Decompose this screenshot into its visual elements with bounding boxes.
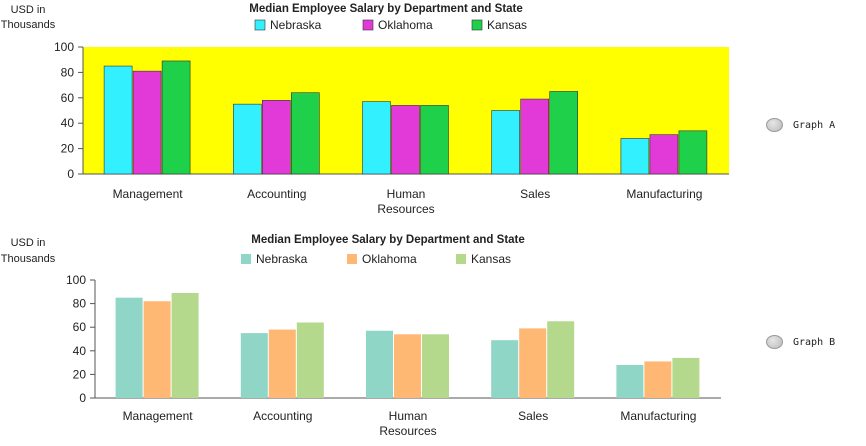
- y-tick-label: 80: [61, 65, 75, 79]
- bar: [678, 130, 708, 175]
- y-axis-label: Thousands: [1, 19, 56, 31]
- bar: [268, 329, 296, 398]
- x-tick-label: Accounting: [253, 409, 312, 423]
- bar: [290, 92, 320, 175]
- legend-label: Oklahoma: [378, 18, 433, 32]
- x-tick-label: Accounting: [247, 187, 306, 201]
- x-tick-label: Manufacturing: [626, 187, 702, 201]
- bar: [161, 60, 191, 175]
- legend-label: Nebraska: [256, 252, 308, 266]
- y-tick-label: 20: [73, 367, 87, 381]
- legend-swatch: [241, 254, 251, 264]
- y-tick-label: 100: [66, 273, 86, 287]
- bar: [644, 361, 672, 398]
- legend-swatch: [362, 19, 374, 31]
- x-tick-label: Resources: [377, 202, 434, 216]
- y-axis-label: USD in: [11, 237, 46, 249]
- y-tick-label: 100: [54, 40, 74, 54]
- bar: [233, 103, 262, 175]
- chart-title: Median Employee Salary by Department and…: [251, 234, 525, 246]
- bar: [422, 334, 449, 398]
- bar: [549, 91, 579, 175]
- legend-swatch: [471, 19, 483, 31]
- x-tick-label: Resources: [379, 424, 436, 438]
- x-tick-label: Management: [113, 187, 184, 201]
- bar: [394, 334, 421, 398]
- bar: [616, 364, 644, 398]
- legend-swatch: [254, 19, 266, 31]
- y-tick-label: 0: [67, 167, 74, 181]
- option-graph-a[interactable]: Graph A: [766, 118, 835, 132]
- bar: [171, 292, 199, 398]
- legend-label: Nebraska: [270, 18, 322, 32]
- x-tick-label: Sales: [520, 187, 550, 201]
- y-axis-label: USD in: [11, 4, 46, 16]
- y-tick-label: 60: [61, 91, 75, 105]
- chart-title: Median Employee Salary by Department and…: [249, 3, 523, 15]
- x-tick-label: Human: [389, 409, 428, 423]
- x-tick-label: Human: [387, 187, 426, 201]
- legend-label: Kansas: [471, 252, 511, 266]
- bar: [366, 330, 393, 398]
- bar: [420, 105, 449, 175]
- y-tick-label: 20: [61, 142, 75, 156]
- y-tick-label: 40: [73, 344, 87, 358]
- radio-button-icon[interactable]: [766, 335, 783, 349]
- y-tick-label: 80: [73, 297, 87, 311]
- y-axis-label: Thousands: [1, 253, 56, 265]
- bar: [240, 333, 268, 398]
- bar: [491, 340, 519, 398]
- radio-button-icon[interactable]: [766, 118, 783, 132]
- bar: [391, 105, 420, 175]
- bar: [491, 110, 521, 175]
- x-tick-label: Management: [123, 409, 194, 423]
- bar: [115, 297, 143, 398]
- x-tick-label: Manufacturing: [620, 409, 696, 423]
- bar: [296, 322, 324, 398]
- x-tick-label: Sales: [518, 409, 548, 423]
- bar: [103, 65, 133, 175]
- option-graph-b[interactable]: Graph B: [766, 335, 835, 349]
- option-label: Graph B: [793, 336, 836, 348]
- option-label: Graph A: [793, 119, 836, 131]
- bar: [132, 70, 162, 175]
- legend-swatch: [347, 254, 357, 264]
- legend-label: Oklahoma: [362, 252, 417, 266]
- bar: [143, 301, 171, 398]
- bar: [520, 98, 550, 175]
- bar: [362, 101, 391, 175]
- bar: [620, 138, 650, 175]
- bar: [649, 134, 679, 175]
- legend-swatch: [456, 254, 466, 264]
- bar: [672, 357, 700, 398]
- y-tick-label: 0: [79, 391, 86, 405]
- legend-label: Kansas: [487, 18, 527, 32]
- bar: [547, 321, 575, 398]
- bar: [519, 328, 547, 398]
- y-tick-label: 60: [73, 320, 87, 334]
- y-tick-label: 40: [61, 116, 75, 130]
- bar: [261, 100, 291, 175]
